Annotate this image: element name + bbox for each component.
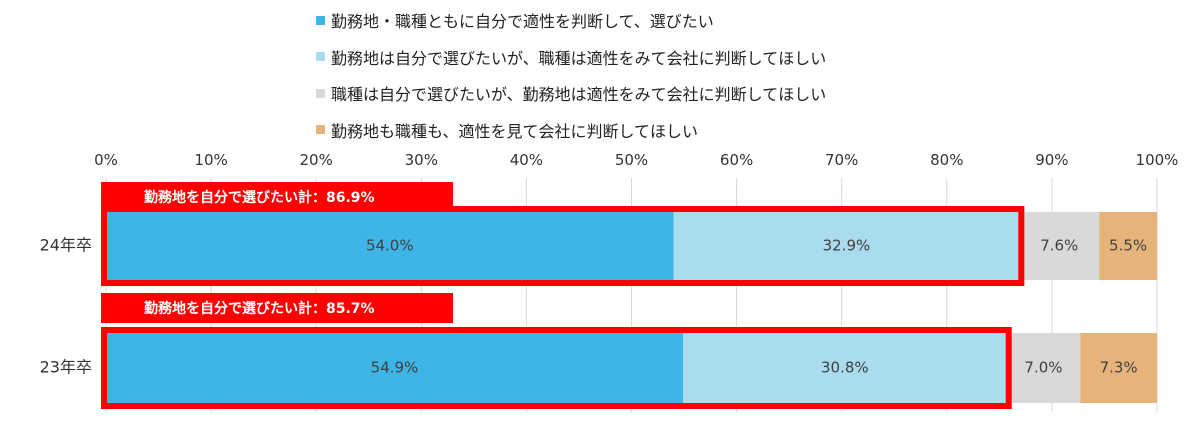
category-label: 23年卒 <box>40 358 92 377</box>
data-label: 30.8% <box>821 359 869 377</box>
x-tick-label: 40% <box>510 151 543 169</box>
bar-segment <box>106 212 674 280</box>
bar-segment <box>1099 212 1157 280</box>
callout-tab <box>101 182 453 212</box>
legend-swatch <box>316 88 325 98</box>
category-label: 24年卒 <box>40 236 92 255</box>
callout-label: 勤務地を自分で選びたい計：86.9% <box>144 189 375 206</box>
legend-label: 職種は自分で選びたいが、勤務地は適性をみて会社に判断してほしい <box>331 85 827 105</box>
highlight-box <box>101 327 1012 409</box>
data-label: 7.0% <box>1024 359 1062 377</box>
x-tick-label: 90% <box>1035 151 1068 169</box>
bar-segment <box>682 333 1007 403</box>
legend-label: 勤務地も職種も、適性を見て会社に判断してほしい <box>331 121 699 141</box>
legend-swatch <box>316 15 325 25</box>
x-tick-label: 30% <box>405 151 438 169</box>
x-tick-label: 0% <box>94 151 118 169</box>
data-label: 54.0% <box>366 237 414 255</box>
bar-segment <box>1019 212 1100 280</box>
x-tick-label: 50% <box>615 151 648 169</box>
legend-label: 勤務地は自分で選びたいが、職種は適性をみて会社に判断してほしい <box>331 48 827 68</box>
x-tick-label: 10% <box>194 151 227 169</box>
x-tick-label: 100% <box>1136 151 1179 169</box>
bar-segment <box>1080 333 1157 403</box>
callout-label: 勤務地を自分で選びたい計：85.7% <box>144 300 375 317</box>
legend-item: 勤務地は自分で選びたいが、職種は適性をみて会社に判断してほしい <box>316 39 826 76</box>
x-tick-label: 60% <box>720 151 753 169</box>
legend-item: 勤務地・職種ともに自分で適性を判断して、選びたい <box>316 2 826 39</box>
legend-item: 職種は自分で選びたいが、勤務地は適性をみて会社に判断してほしい <box>316 75 826 112</box>
legend-label: 勤務地・職種ともに自分で適性を判断して、選びたい <box>331 12 714 32</box>
bar-segment <box>106 333 683 403</box>
data-label: 54.9% <box>371 359 419 377</box>
legend-swatch <box>316 52 325 62</box>
data-label: 7.6% <box>1040 237 1078 255</box>
highlight-box <box>101 206 1025 286</box>
x-tick-label: 20% <box>300 151 333 169</box>
data-label: 5.5% <box>1109 237 1147 255</box>
x-tick-label: 80% <box>930 151 963 169</box>
callout-tab <box>101 293 453 323</box>
data-label: 32.9% <box>823 237 871 255</box>
bar-segment <box>1006 333 1081 403</box>
x-tick-label: 70% <box>825 151 858 169</box>
legend: 勤務地・職種ともに自分で適性を判断して、選びたい 勤務地は自分で選びたいが、職種… <box>316 2 826 148</box>
legend-item: 勤務地も職種も、適性を見て会社に判断してほしい <box>316 112 826 149</box>
legend-swatch <box>316 125 325 135</box>
data-label: 7.3% <box>1100 359 1138 377</box>
bar-segment <box>673 212 1020 280</box>
